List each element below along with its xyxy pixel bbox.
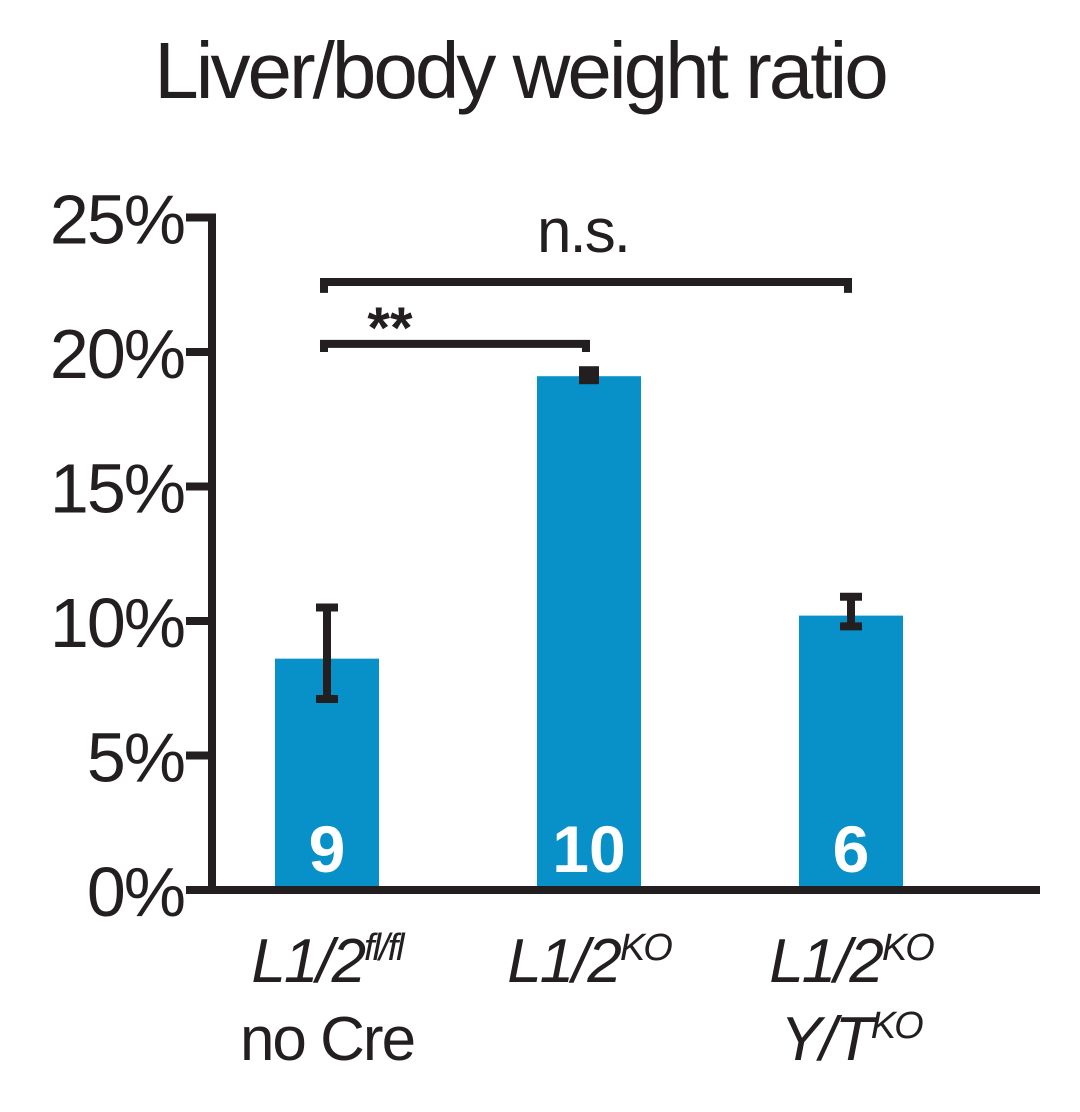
x-category-label: no Cre xyxy=(240,1005,414,1074)
significance-bracket xyxy=(320,339,590,352)
bar xyxy=(799,615,903,890)
y-tick-label: 25% xyxy=(50,181,184,259)
significance-label: n.s. xyxy=(537,197,629,266)
y-tick-label: 20% xyxy=(50,315,184,393)
category-main: no Cre xyxy=(240,1005,414,1074)
x-category-label: L1/2fl/fl xyxy=(251,927,406,996)
category-superscript: fl/fl xyxy=(364,927,406,969)
y-tick-label: 5% xyxy=(87,719,184,797)
y-tick-label: 15% xyxy=(50,450,184,528)
category-main: L1/2 xyxy=(251,927,365,996)
category-main: L1/2 xyxy=(769,927,883,996)
y-tick-label: 10% xyxy=(50,584,184,662)
chart-title: Liver/body weight ratio xyxy=(154,26,886,115)
x-category-label: L1/2KO xyxy=(507,927,672,996)
bar xyxy=(537,376,641,891)
significance-bracket xyxy=(320,278,852,293)
category-superscript: KO xyxy=(871,1005,923,1047)
n-label: 6 xyxy=(833,812,870,886)
category-main: L1/2 xyxy=(507,927,621,996)
x-category-label: L1/2KO xyxy=(769,927,934,996)
category-superscript: KO xyxy=(620,927,672,969)
n-label: 10 xyxy=(552,812,625,886)
significance-label: ** xyxy=(367,296,413,361)
error-bar-cap xyxy=(579,366,599,385)
category-superscript: KO xyxy=(882,927,934,969)
category-main: Y/T xyxy=(780,1005,877,1074)
x-category-label: Y/TKO xyxy=(780,1005,923,1074)
n-label: 9 xyxy=(309,812,346,886)
y-tick-label: 0% xyxy=(87,853,184,931)
